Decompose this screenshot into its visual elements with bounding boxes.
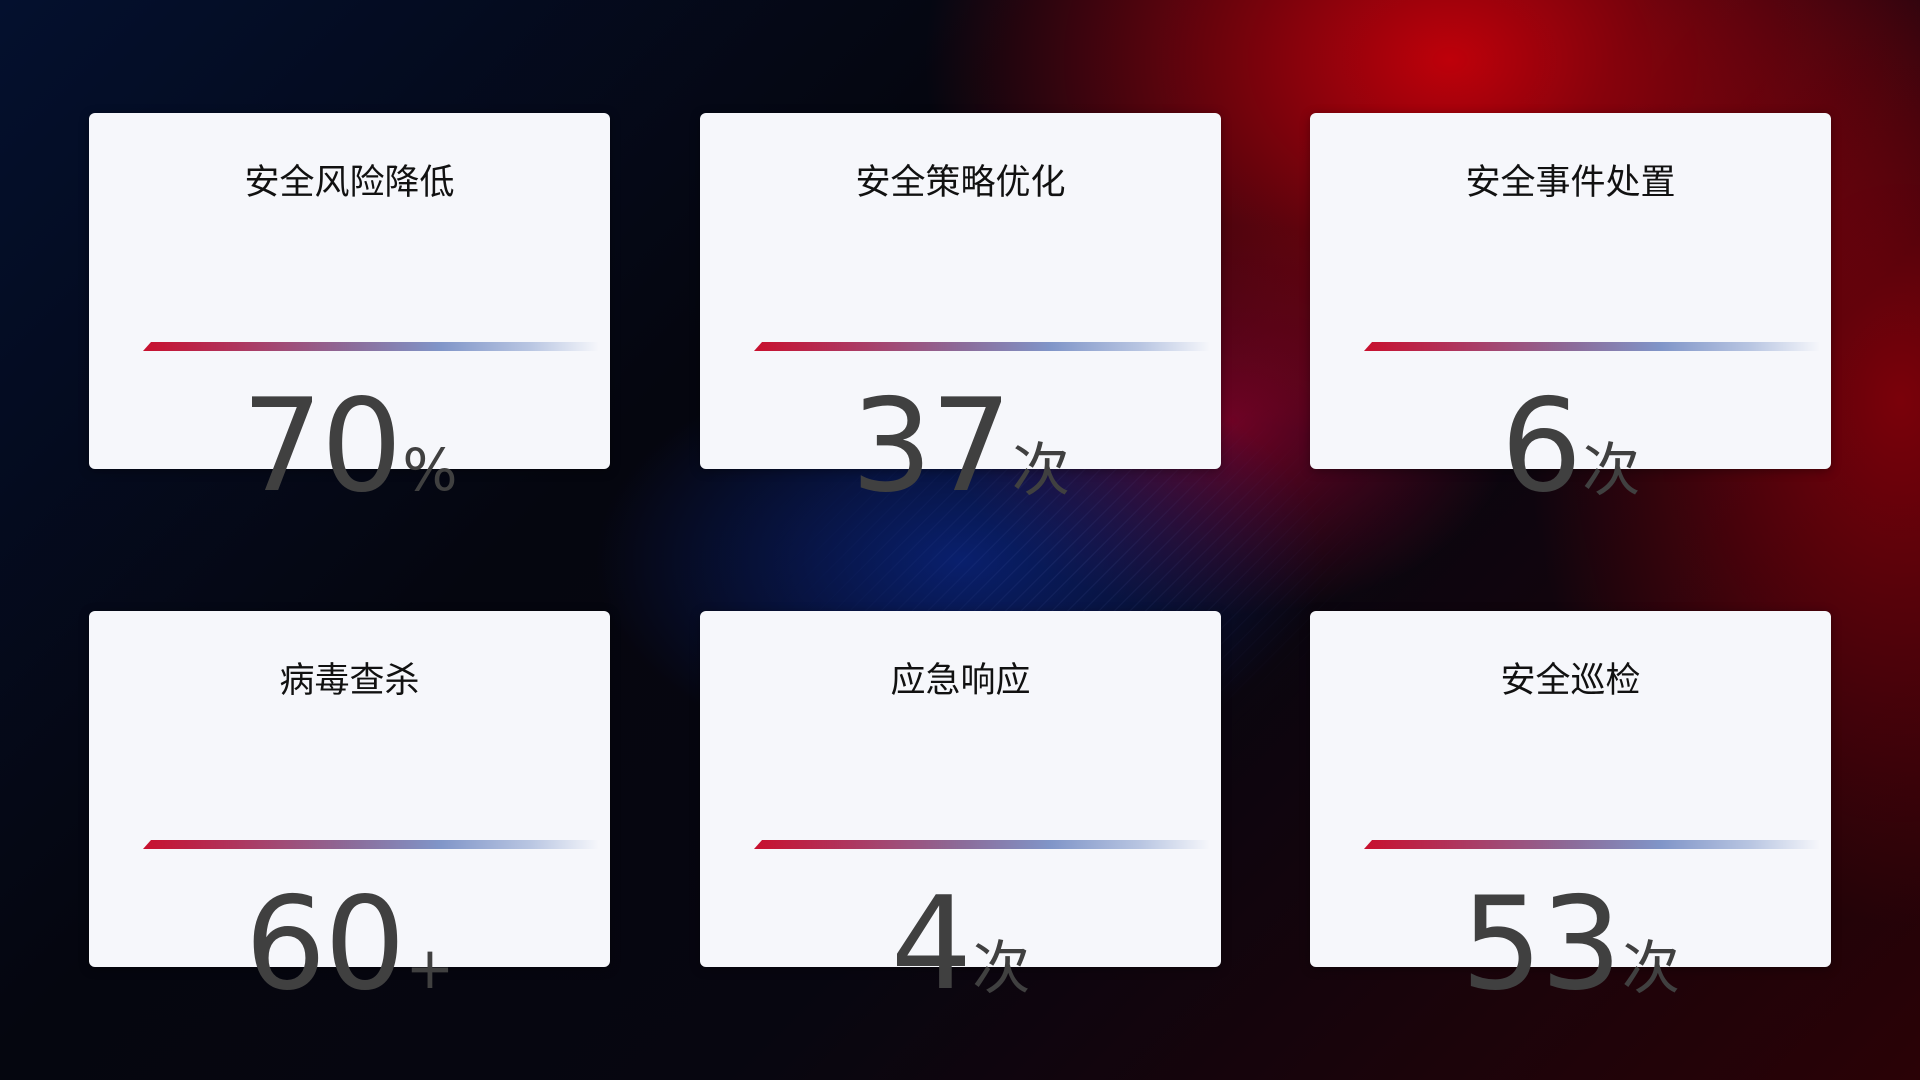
value-unit: %	[402, 436, 458, 504]
card-divider-bar	[1364, 840, 1820, 849]
card-value: 6次	[1310, 383, 1831, 511]
stat-card-security-inspection: 安全巡检 53次	[1310, 611, 1831, 1009]
card-divider-bar	[754, 840, 1210, 849]
card-divider-bar	[143, 342, 599, 351]
card-title: 安全风险降低	[244, 163, 455, 203]
card-title: 病毒查杀	[279, 661, 420, 701]
card-value: 37次	[700, 383, 1221, 511]
stat-card-emergency-response: 应急响应 4次	[700, 611, 1221, 1009]
value-unit: +	[405, 934, 455, 1002]
stat-card-incident-handling: 安全事件处置 6次	[1310, 113, 1831, 511]
card-divider-bar	[754, 342, 1210, 351]
stat-card-virus-removal: 病毒查杀 60+	[89, 611, 610, 1009]
stat-card-policy-optimization: 安全策略优化 37次	[700, 113, 1221, 511]
value-unit: 次	[1011, 436, 1070, 504]
card-title: 安全事件处置	[1465, 163, 1676, 203]
value-number: 53	[1461, 870, 1622, 1019]
card-title: 安全巡检	[1500, 661, 1641, 701]
card-divider-bar	[1364, 342, 1820, 351]
card-value: 4次	[700, 881, 1221, 1009]
card-value: 60+	[89, 881, 610, 1009]
value-number: 60	[244, 870, 406, 1019]
card-title: 应急响应	[890, 661, 1031, 701]
card-value: 53次	[1310, 881, 1831, 1009]
card-divider-bar	[143, 840, 599, 849]
value-number: 37	[851, 372, 1012, 521]
value-unit: 次	[1621, 934, 1680, 1002]
value-number: 4	[890, 870, 972, 1019]
card-value: 70%	[89, 383, 610, 511]
value-unit: 次	[1582, 436, 1641, 504]
value-number: 6	[1500, 372, 1582, 521]
value-unit: 次	[972, 934, 1031, 1002]
card-title: 安全策略优化	[855, 163, 1066, 203]
stat-card-risk-reduction: 安全风险降低 70%	[89, 113, 610, 511]
value-number: 70	[241, 372, 403, 521]
